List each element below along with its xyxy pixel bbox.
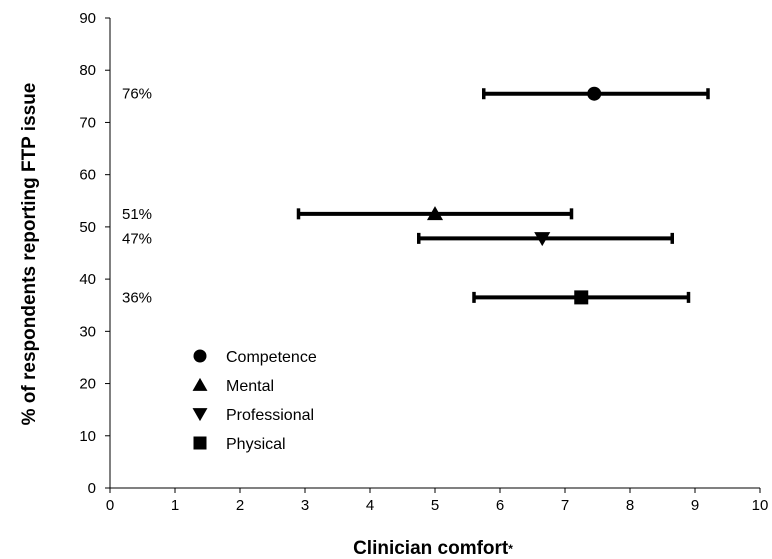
legend-item: Physical	[193, 436, 286, 453]
y-tick-label: 90	[79, 10, 96, 27]
legend-label: Professional	[226, 407, 314, 424]
x-tick-label: 1	[171, 497, 179, 514]
legend-marker	[193, 349, 207, 363]
x-axis-title-asterisk: *	[508, 542, 513, 556]
x-tick-label: 5	[431, 497, 439, 514]
y-axis-ticks: 0 10 20 30 40 50 60 70 80 90	[79, 10, 110, 497]
x-tick-label: 2	[236, 497, 244, 514]
y-tick-label: 30	[79, 323, 96, 340]
y-tick-label: 20	[79, 376, 96, 393]
x-axis-title: Clinician comfort*	[353, 538, 513, 559]
y-axis-title: % of respondents reporting FTP issue	[19, 83, 40, 426]
x-axis-title-text: Clinician comfort	[353, 538, 509, 559]
y-tick-label: 40	[79, 271, 96, 288]
legend-label: Physical	[226, 436, 286, 453]
legend-marker	[192, 377, 208, 391]
series-physical: 36%	[122, 289, 691, 306]
series-competence: 76%	[122, 86, 710, 103]
series-professional: 47%	[122, 230, 674, 247]
data-label: 36%	[122, 289, 152, 306]
x-tick-label: 0	[106, 497, 114, 514]
y-tick-label: 50	[79, 219, 96, 236]
x-tick-label: 10	[752, 497, 769, 514]
x-tick-label: 9	[691, 497, 699, 514]
y-tick-label: 70	[79, 114, 96, 131]
data-point-marker	[426, 206, 444, 221]
x-tick-label: 6	[496, 497, 504, 514]
data-point-marker	[534, 232, 551, 247]
data-point-marker	[587, 86, 602, 101]
y-tick-label: 10	[79, 428, 96, 445]
axes	[109, 18, 760, 489]
legend-label: Competence	[226, 349, 317, 366]
data-label: 47%	[122, 230, 152, 247]
legend-item: Professional	[192, 407, 314, 424]
data-point-marker	[574, 290, 589, 305]
legend-item: Mental	[192, 377, 274, 395]
legend-marker	[192, 408, 208, 422]
data-label: 76%	[122, 86, 152, 103]
x-tick-label: 7	[561, 497, 569, 514]
y-tick-label: 80	[79, 62, 96, 79]
y-tick-label: 60	[79, 167, 96, 184]
legend: Competence Mental Professional Physical	[192, 349, 317, 453]
legend-marker	[193, 436, 207, 450]
y-tick-label: 0	[88, 480, 96, 497]
x-axis-ticks: 0 1 2 3 4 5 6 7 8 9 10	[106, 488, 769, 514]
x-tick-label: 4	[366, 497, 374, 514]
legend-label: Mental	[226, 378, 274, 395]
data-points: 76% 51% 47% 36%	[122, 86, 710, 306]
data-label: 51%	[122, 206, 152, 223]
x-tick-label: 3	[301, 497, 309, 514]
x-tick-label: 8	[626, 497, 634, 514]
series-mental: 51%	[122, 206, 574, 223]
legend-item: Competence	[193, 349, 317, 366]
